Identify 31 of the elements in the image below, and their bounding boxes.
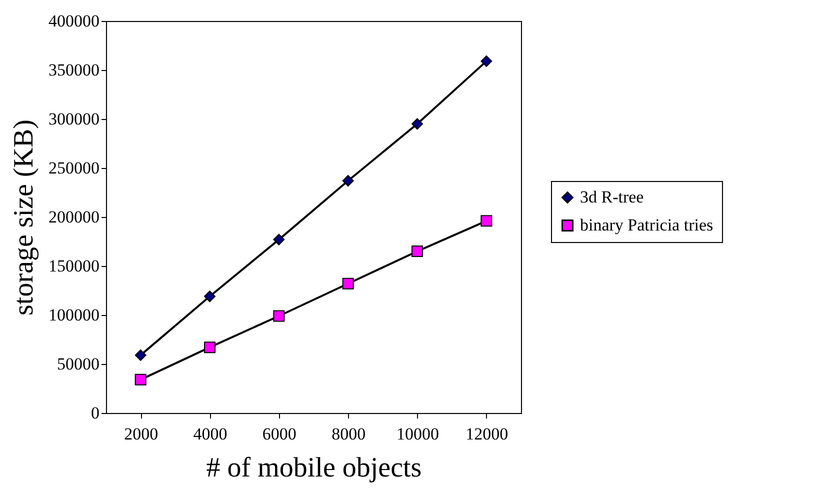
point [204, 342, 216, 354]
point [480, 215, 492, 227]
y-axis-title: storage size (KB) [8, 120, 40, 316]
point [204, 290, 216, 302]
point [480, 55, 492, 67]
y-tick-label: 100000 [48, 306, 100, 324]
x-tick-label: 10000 [396, 424, 439, 444]
point [342, 174, 354, 186]
point [412, 118, 423, 130]
point [273, 234, 285, 246]
legend-label: 3d R-tree [580, 188, 644, 206]
point [273, 310, 285, 322]
x-tick-label: 6000 [262, 424, 296, 444]
x-axis-title: # of mobile objects [206, 452, 422, 484]
y-tick-label: 150000 [48, 256, 100, 276]
y-tick-label: 300000 [48, 110, 100, 128]
point [134, 374, 146, 386]
x-tick-label: 8000 [332, 424, 366, 444]
point [342, 278, 354, 290]
y-tick-label: 200000 [48, 208, 100, 226]
x-tick-label: 4000 [193, 424, 228, 444]
point [134, 349, 146, 361]
point [412, 246, 423, 258]
x-tick-label: 2000 [124, 424, 158, 444]
y-tick-label: 350000 [48, 60, 100, 80]
legend-label: binary Patricia tries [580, 216, 714, 234]
y-tick-label: 50000 [57, 354, 100, 374]
y-tick-label: 400000 [48, 12, 100, 30]
x-tick-label: 12000 [466, 424, 508, 444]
y-tick-label: 0 [91, 404, 100, 422]
y-tick-label: 250000 [48, 158, 100, 178]
